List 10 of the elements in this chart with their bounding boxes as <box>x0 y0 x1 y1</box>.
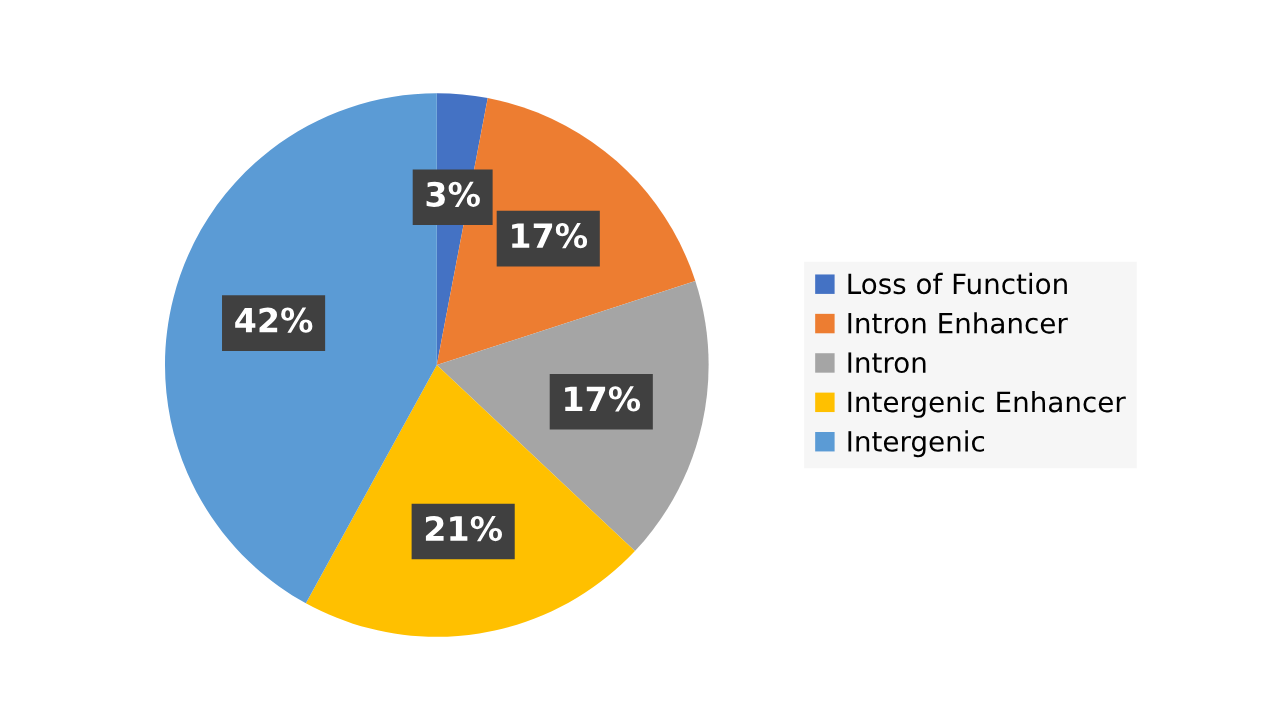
data-label: 42% <box>235 307 313 333</box>
legend-label: Intergenic Enhancer <box>848 390 1126 418</box>
legend-label: Intron <box>848 352 926 374</box>
data-label: 17% <box>565 386 641 412</box>
data-label: 21% <box>425 515 502 542</box>
data-label: 17% <box>512 223 588 249</box>
legend-label: Loss of Function <box>848 272 1067 295</box>
legend-label: Intron Enhancer <box>848 312 1068 334</box>
data-label: 3% <box>426 181 480 207</box>
legend-label: Intergenic <box>848 430 985 458</box>
